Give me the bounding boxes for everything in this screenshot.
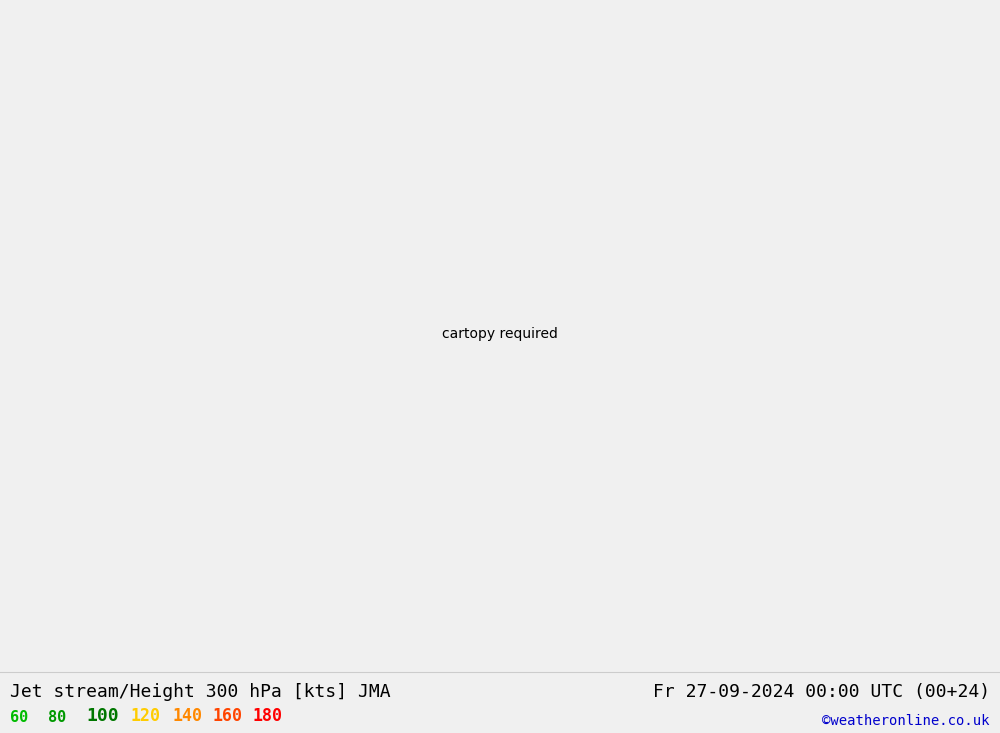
Text: ©weatheronline.co.uk: ©weatheronline.co.uk (822, 714, 990, 728)
Text: cartopy required: cartopy required (442, 326, 558, 341)
Text: Fr 27-09-2024 00:00 UTC (00+24): Fr 27-09-2024 00:00 UTC (00+24) (653, 683, 990, 701)
Text: 80: 80 (48, 710, 66, 725)
Text: 180: 180 (252, 707, 282, 725)
Text: 60: 60 (10, 710, 28, 725)
Text: 140: 140 (172, 707, 202, 725)
Text: 160: 160 (212, 707, 242, 725)
Text: 100: 100 (86, 707, 119, 725)
Text: Jet stream/Height 300 hPa [kts] JMA: Jet stream/Height 300 hPa [kts] JMA (10, 683, 391, 701)
Text: 120: 120 (130, 707, 160, 725)
